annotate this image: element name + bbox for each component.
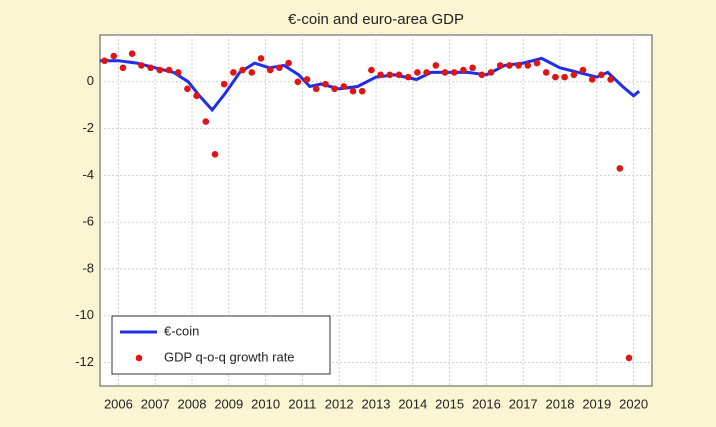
point — [202, 118, 210, 125]
y-tick-label: -4 — [82, 167, 94, 182]
chart-title: €-coin and euro-area GDP — [288, 11, 464, 28]
y-tick-label: -6 — [82, 214, 94, 229]
point — [220, 80, 228, 88]
point — [570, 71, 578, 79]
point — [211, 151, 219, 158]
legend-box — [111, 315, 331, 375]
point — [515, 62, 522, 69]
point — [377, 71, 384, 79]
point — [432, 62, 440, 69]
point — [469, 64, 476, 72]
point — [552, 73, 559, 81]
point — [184, 85, 191, 93]
x-tick-label: 2011 — [288, 396, 316, 411]
point — [312, 85, 320, 93]
point — [478, 71, 486, 79]
point — [230, 69, 237, 76]
point — [101, 57, 108, 65]
point — [156, 66, 164, 74]
point — [239, 66, 246, 74]
point — [294, 78, 302, 86]
point — [607, 76, 614, 83]
x-tick-label: 2020 — [619, 396, 648, 411]
point — [358, 87, 366, 95]
point — [460, 66, 467, 74]
point — [331, 85, 338, 93]
point — [303, 76, 311, 83]
x-tick-label: 2007 — [141, 396, 170, 411]
point — [441, 69, 449, 76]
point — [368, 66, 375, 74]
y-tick-label: -8 — [82, 260, 94, 275]
point — [322, 80, 329, 88]
point — [257, 55, 265, 62]
point — [193, 92, 200, 100]
point — [616, 165, 624, 172]
y-tick-label: -10 — [75, 307, 94, 322]
point — [579, 66, 587, 74]
x-tick-label: 2016 — [472, 396, 501, 411]
x-tick-label: 2006 — [104, 396, 133, 411]
point — [266, 66, 274, 74]
legend-label: €-coin — [164, 323, 199, 338]
x-tick-label: 2014 — [398, 396, 427, 411]
point — [533, 59, 541, 67]
point — [625, 354, 633, 362]
point — [404, 73, 412, 81]
x-tick-label: 2009 — [214, 396, 243, 411]
point — [174, 69, 182, 76]
point — [386, 71, 394, 79]
point — [119, 64, 127, 72]
point — [285, 59, 292, 67]
x-tick-label: 2017 — [509, 396, 538, 411]
point — [506, 62, 513, 69]
point — [110, 52, 118, 60]
point — [128, 50, 136, 58]
point — [138, 62, 145, 69]
point — [340, 83, 348, 90]
point — [395, 71, 403, 79]
x-tick-label: 2012 — [325, 396, 354, 411]
point — [423, 69, 430, 76]
x-tick-label: 2018 — [546, 396, 575, 411]
point — [276, 64, 283, 72]
point — [349, 87, 357, 95]
x-tick-label: 2015 — [435, 396, 464, 411]
point — [588, 76, 596, 83]
point — [414, 69, 421, 76]
point — [450, 69, 458, 76]
legend-label: GDP q-o-q growth rate — [164, 349, 295, 364]
point — [542, 69, 550, 76]
point — [165, 66, 173, 74]
y-tick-label: 0 — [87, 73, 94, 88]
point — [598, 71, 605, 79]
point — [147, 64, 154, 72]
y-tick-label: -12 — [75, 354, 94, 369]
point — [524, 62, 532, 69]
point — [248, 69, 256, 76]
point — [496, 62, 504, 69]
x-tick-label: 2013 — [362, 396, 391, 411]
point — [487, 69, 495, 76]
legend-swatch — [135, 354, 143, 362]
x-tick-label: 2008 — [178, 396, 207, 411]
x-tick-label: 2019 — [582, 396, 611, 411]
line — [100, 56, 641, 113]
x-tick-label: 2010 — [251, 396, 280, 411]
point — [561, 73, 568, 81]
y-tick-label: -2 — [82, 120, 94, 135]
